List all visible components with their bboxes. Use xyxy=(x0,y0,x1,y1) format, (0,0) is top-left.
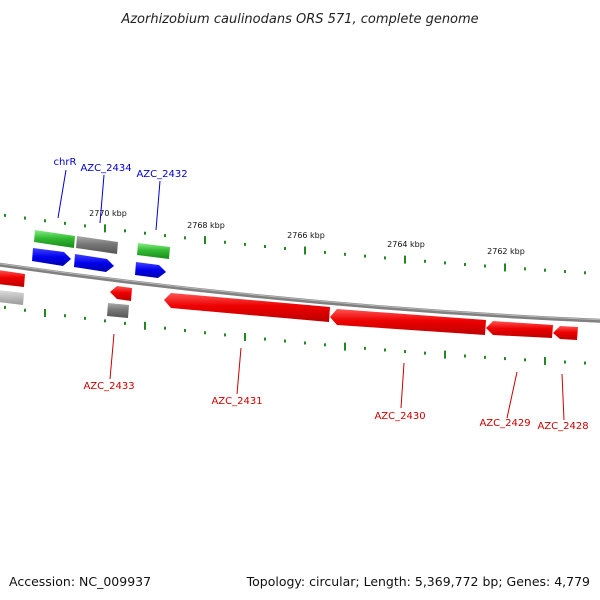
leader-line-chrR xyxy=(57,169,67,219)
leader-line-azc2430 xyxy=(400,362,405,409)
outer-tick-row xyxy=(4,213,586,275)
gene-feature-azc2431[interactable] xyxy=(164,293,330,322)
genome-backbone-highlight xyxy=(0,263,600,321)
leader-line-azc2433 xyxy=(109,333,115,380)
gene-feature-azc2432-blue[interactable] xyxy=(135,262,166,278)
gene-feature-azc2434-gray[interactable] xyxy=(76,236,118,254)
gene-label-azc2431[interactable]: AZC_2431 xyxy=(211,396,262,407)
gene-feature-azc2433-gray[interactable] xyxy=(107,303,129,318)
gene-feature-azc2433-red[interactable] xyxy=(110,286,132,301)
leader-line-azc2432 xyxy=(155,180,161,231)
gene-feature-azc2432-green[interactable] xyxy=(137,243,170,259)
scale-label-2762: 2762 kbp xyxy=(487,247,525,256)
leader-line-azc2428 xyxy=(561,373,565,421)
gene-feature-azc2428[interactable] xyxy=(553,326,578,340)
gene-label-azc2429[interactable]: AZC_2429 xyxy=(479,418,530,429)
scale-label-2768: 2768 kbp xyxy=(187,221,225,230)
gene-label-azc2428[interactable]: AZC_2428 xyxy=(537,421,588,432)
gene-label-azc2434[interactable]: AZC_2434 xyxy=(80,163,131,174)
leader-line-azc2434 xyxy=(99,174,105,224)
gene-feature-chrR-blue[interactable] xyxy=(32,248,71,266)
gene-label-azc2430[interactable]: AZC_2430 xyxy=(374,411,425,422)
gene-feature-left-red[interactable] xyxy=(0,270,25,287)
gene-label-azc2433[interactable]: AZC_2433 xyxy=(83,381,134,392)
gene-feature-left-lightgray[interactable] xyxy=(0,290,24,305)
scale-label-2766: 2766 kbp xyxy=(287,231,325,240)
map-title: Azorhizobium caulinodans ORS 571, comple… xyxy=(120,12,478,27)
gene-label-chrR[interactable]: chrR xyxy=(54,157,77,168)
genome-summary-text: Topology: circular; Length: 5,369,772 bp… xyxy=(246,574,590,589)
gene-feature-azc2429[interactable] xyxy=(486,321,553,338)
gene-feature-azc2434-blue[interactable] xyxy=(74,254,114,272)
gene-label-azc2432[interactable]: AZC_2432 xyxy=(136,169,187,180)
accession-text: Accession: NC_009937 xyxy=(9,574,151,589)
inner-tick-row xyxy=(4,305,586,365)
scale-label-2764: 2764 kbp xyxy=(387,240,425,249)
scale-label-2770: 2770 kbp xyxy=(89,209,127,218)
genome-backbone xyxy=(0,262,600,323)
leader-line-azc2431 xyxy=(236,347,242,395)
gene-feature-azc2430[interactable] xyxy=(330,309,486,335)
leader-line-azc2429 xyxy=(506,371,518,419)
gene-feature-chrR-green[interactable] xyxy=(34,230,75,248)
